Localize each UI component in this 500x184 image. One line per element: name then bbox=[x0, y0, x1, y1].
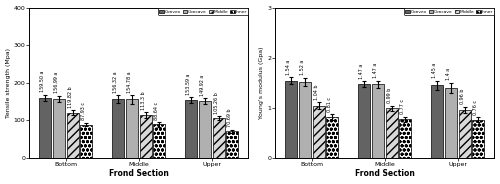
Y-axis label: Tensile strength (Mpa): Tensile strength (Mpa) bbox=[6, 47, 10, 118]
Bar bbox=[39, 98, 51, 158]
Bar bbox=[459, 109, 471, 158]
Bar bbox=[154, 124, 166, 158]
Bar bbox=[66, 113, 78, 158]
Bar bbox=[299, 82, 311, 158]
Bar bbox=[53, 99, 65, 158]
Bar bbox=[400, 119, 411, 158]
Bar bbox=[286, 81, 298, 158]
Bar bbox=[432, 85, 444, 158]
Text: 87.93 c: 87.93 c bbox=[82, 102, 86, 120]
Text: 149.92 a: 149.92 a bbox=[200, 75, 205, 96]
Bar bbox=[326, 117, 338, 158]
Text: 0.76 c: 0.76 c bbox=[474, 100, 478, 115]
Text: 156.32 a: 156.32 a bbox=[113, 71, 118, 93]
Bar bbox=[472, 120, 484, 158]
Bar bbox=[445, 88, 457, 158]
Bar bbox=[312, 105, 325, 158]
Text: 88.64 c: 88.64 c bbox=[154, 102, 160, 120]
Text: 1.54 a: 1.54 a bbox=[286, 59, 292, 75]
Text: 153.59 a: 153.59 a bbox=[186, 73, 192, 95]
Text: 1.47 a: 1.47 a bbox=[373, 63, 378, 78]
Text: 70.69 b: 70.69 b bbox=[228, 109, 232, 127]
Bar bbox=[185, 100, 198, 158]
Bar bbox=[212, 118, 224, 158]
Text: 1.04 b: 1.04 b bbox=[314, 84, 318, 100]
X-axis label: Frond Section: Frond Section bbox=[109, 169, 168, 178]
Text: 1.47 a: 1.47 a bbox=[360, 63, 364, 79]
Text: 159.50 a: 159.50 a bbox=[40, 71, 45, 93]
Text: 1.52 a: 1.52 a bbox=[300, 60, 305, 75]
Bar bbox=[386, 108, 398, 158]
Text: 154.78 a: 154.78 a bbox=[127, 71, 132, 93]
Text: 156.99 a: 156.99 a bbox=[54, 72, 59, 93]
X-axis label: Frond Section: Frond Section bbox=[355, 169, 415, 178]
Text: 0.77 c: 0.77 c bbox=[400, 99, 406, 114]
Bar bbox=[140, 115, 151, 158]
Text: 113.3 b: 113.3 b bbox=[140, 91, 145, 110]
Text: 0.99 b: 0.99 b bbox=[387, 88, 392, 103]
Bar bbox=[126, 100, 138, 158]
Legend: Convex, Concave, Middle, Inner: Convex, Concave, Middle, Inner bbox=[158, 8, 248, 15]
Text: 119.82 b: 119.82 b bbox=[68, 86, 72, 108]
Bar bbox=[112, 99, 124, 158]
Bar bbox=[358, 84, 370, 158]
Text: 1.4 a: 1.4 a bbox=[446, 68, 451, 80]
Text: 0.96 b: 0.96 b bbox=[460, 89, 465, 104]
Bar bbox=[226, 131, 238, 158]
Bar bbox=[80, 125, 92, 158]
Text: 0.81 c: 0.81 c bbox=[328, 97, 332, 112]
Text: 1.45 a: 1.45 a bbox=[432, 63, 438, 78]
Text: 105.26 b: 105.26 b bbox=[214, 92, 218, 114]
Bar bbox=[199, 101, 211, 158]
Legend: Convex, Concave, Middle, Inner: Convex, Concave, Middle, Inner bbox=[404, 8, 494, 15]
Y-axis label: Young's modulus (Gpa): Young's modulus (Gpa) bbox=[260, 46, 264, 119]
Bar bbox=[372, 84, 384, 158]
